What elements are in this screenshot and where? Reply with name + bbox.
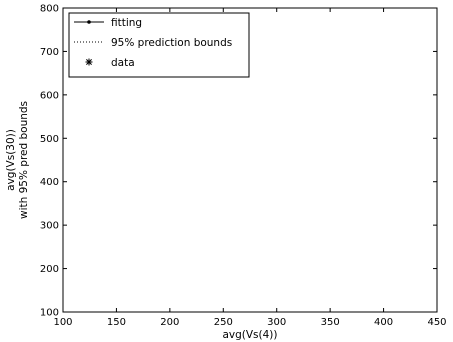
- legend: fitting 95% prediction bounds data: [68, 12, 250, 78]
- y-tick-label: 600: [40, 90, 59, 101]
- y-tick-label: 300: [40, 221, 59, 232]
- y-axis-label-line-1: avg(Vs(30)): [5, 129, 17, 191]
- legend-fitting-marker: [87, 20, 91, 24]
- x-tick-label: 400: [374, 317, 393, 328]
- legend-label-fitting: fitting: [111, 17, 142, 29]
- x-tick-label: 250: [214, 317, 233, 328]
- x-tick-label: 150: [107, 317, 126, 328]
- y-tick-label: 100: [40, 308, 59, 319]
- y-tick-label: 200: [40, 264, 59, 275]
- x-tick-label: 100: [53, 317, 72, 328]
- y-tick-label: 800: [40, 4, 59, 15]
- x-tick-label: 300: [267, 317, 286, 328]
- legend-box: [68, 12, 250, 78]
- y-tick-label: 400: [40, 177, 59, 188]
- x-tick-label: 200: [160, 317, 179, 328]
- axes: 100 150 200 250 300 350 400 450 100 200 300 400 500 6…: [5, 4, 447, 342]
- y-axis-label-line-2: with 95% pred bounds: [18, 101, 30, 219]
- legend-label-data: data: [111, 57, 135, 69]
- legend-data-marker: [85, 58, 93, 66]
- x-axis-label: avg(Vs(4)): [222, 329, 277, 341]
- y-tick-label: 500: [40, 134, 59, 145]
- x-tick-label: 350: [321, 317, 340, 328]
- y-tick-label: 700: [40, 47, 59, 58]
- legend-label-bounds: 95% prediction bounds: [111, 37, 232, 49]
- x-tick-label: 450: [427, 317, 446, 328]
